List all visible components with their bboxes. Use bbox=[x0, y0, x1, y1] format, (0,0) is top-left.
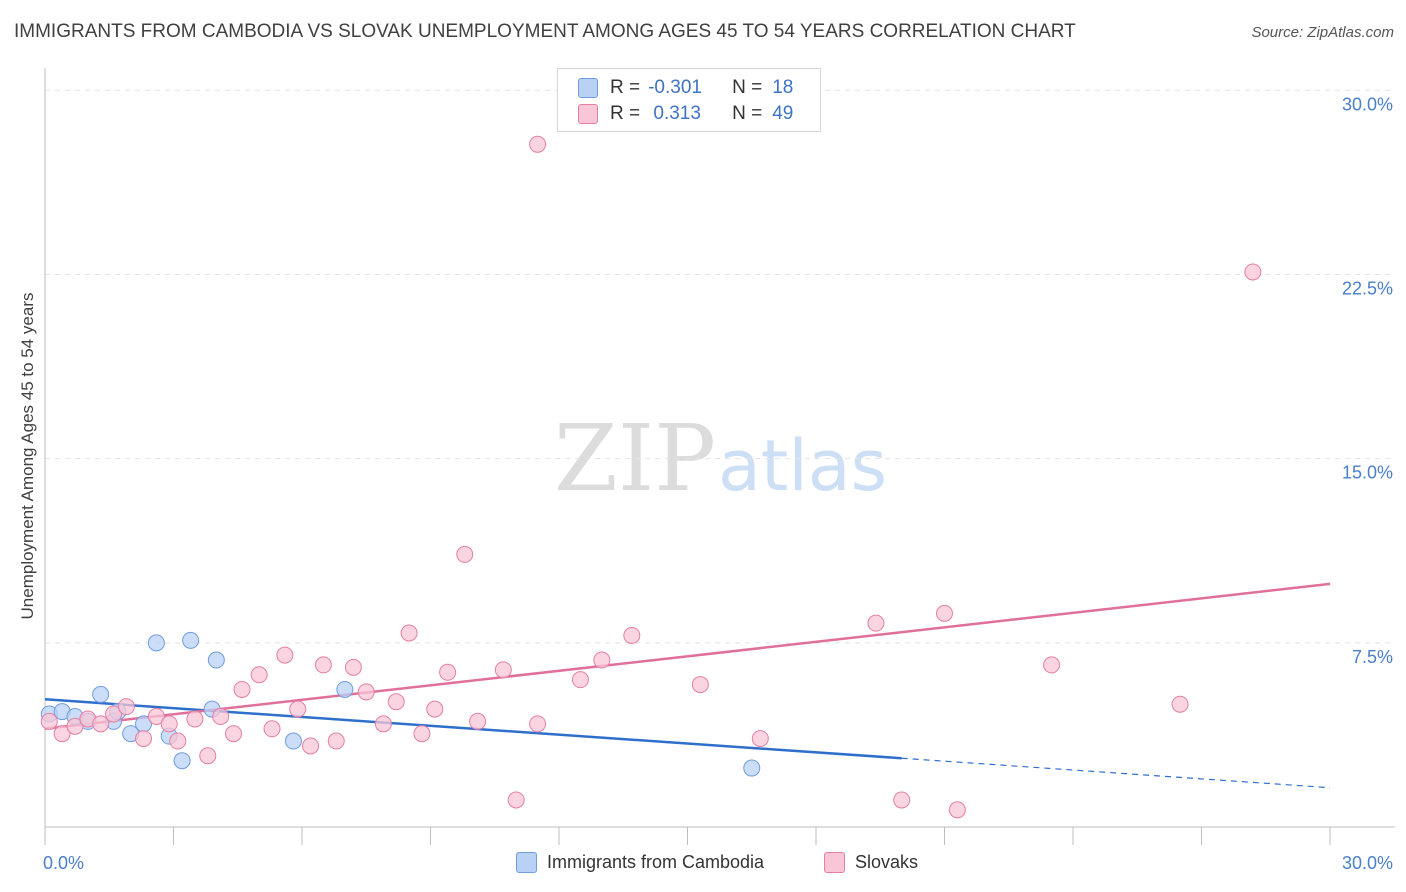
slovaks-point bbox=[948, 801, 966, 819]
y-tick-label: 15.0% bbox=[1342, 463, 1393, 483]
slovaks-point bbox=[224, 725, 242, 743]
slovaks-point bbox=[135, 730, 153, 748]
slovaks-point bbox=[751, 730, 769, 748]
slovaks-point bbox=[387, 693, 405, 711]
r-label: R = bbox=[610, 103, 641, 124]
slovaks-point bbox=[469, 712, 487, 730]
cambodia-trend-extension bbox=[901, 757, 1331, 789]
slovaks-point bbox=[344, 658, 362, 676]
slovaks-point bbox=[66, 717, 84, 735]
slovaks-point bbox=[147, 707, 165, 725]
slovaks-point bbox=[327, 732, 345, 750]
slovaks-swatch bbox=[824, 852, 845, 873]
chart-title: IMMIGRANTS FROM CAMBODIA VS SLOVAK UNEMP… bbox=[14, 21, 1076, 42]
slovaks-point bbox=[276, 646, 294, 664]
slovaks-point bbox=[426, 700, 444, 718]
slovaks-point bbox=[529, 135, 547, 153]
slovaks-point bbox=[507, 791, 525, 809]
r-value: 0.313 bbox=[648, 103, 701, 124]
y-tick-label: 7.5% bbox=[1352, 647, 1393, 667]
correlation-legend: R = -0.301 N = 18 R = 0.313 N = 49 bbox=[557, 68, 821, 132]
data-points bbox=[40, 135, 1262, 819]
r-value: -0.301 bbox=[648, 77, 702, 98]
slovaks-point bbox=[1244, 263, 1262, 281]
legend-row-slovaks: R = 0.313 N = 49 bbox=[578, 102, 793, 126]
x-tick-label: 30.0% bbox=[1342, 853, 1393, 873]
slovaks-point bbox=[53, 725, 71, 743]
cambodia-point bbox=[182, 631, 200, 649]
slovaks-point bbox=[623, 626, 641, 644]
slovaks-point bbox=[263, 720, 281, 738]
cambodia-swatch bbox=[578, 78, 598, 98]
legend-item-slovaks: Slovaks bbox=[824, 852, 918, 873]
cambodia-point bbox=[147, 634, 165, 652]
cambodia-point bbox=[284, 732, 302, 750]
slovaks-point bbox=[314, 656, 332, 674]
cambodia-point bbox=[207, 651, 225, 669]
slovaks-point bbox=[212, 707, 230, 725]
slovaks-point bbox=[105, 705, 123, 723]
cambodia-point bbox=[336, 680, 354, 698]
tick-labels: 7.5% 15.0% 22.5% 30.0% 0.0% 30.0% bbox=[43, 94, 1393, 873]
r-label: R = bbox=[610, 77, 641, 98]
slovaks-point bbox=[1043, 656, 1061, 674]
legend-row-cambodia: R = -0.301 N = 18 bbox=[578, 76, 793, 100]
n-label: N = bbox=[732, 77, 763, 98]
watermark: ZIP atlas bbox=[554, 405, 887, 512]
n-value: 49 bbox=[772, 103, 794, 124]
slovaks-point bbox=[92, 715, 110, 733]
slovaks-point bbox=[160, 715, 178, 733]
slovaks-swatch bbox=[578, 104, 598, 124]
slovaks-point bbox=[1171, 695, 1189, 713]
slovaks-point bbox=[302, 737, 320, 755]
slovaks-point bbox=[186, 710, 204, 728]
slovaks-trend-line bbox=[44, 582, 1331, 731]
slovaks-point bbox=[250, 666, 268, 684]
slovaks-point bbox=[593, 651, 611, 669]
n-label: N = bbox=[732, 103, 763, 124]
slovaks-point bbox=[529, 715, 547, 733]
slovaks-point bbox=[169, 732, 187, 750]
legend-label-slovaks: Slovaks bbox=[855, 852, 919, 872]
x-tick-label: 0.0% bbox=[43, 853, 84, 873]
slovaks-point bbox=[289, 700, 307, 718]
slovaks-point bbox=[357, 683, 375, 701]
cambodia-point bbox=[743, 759, 761, 777]
cambodia-swatch bbox=[516, 852, 537, 873]
watermark-atlas: atlas bbox=[718, 425, 887, 507]
slovaks-point bbox=[400, 624, 418, 642]
chart-source: Source: ZipAtlas.com bbox=[1251, 24, 1394, 41]
cambodia-trend-line bbox=[44, 698, 902, 760]
slovaks-point bbox=[494, 661, 512, 679]
grid bbox=[45, 89, 1395, 644]
legend-label-cambodia: Immigrants from Cambodia bbox=[547, 852, 765, 872]
cambodia-point bbox=[92, 685, 110, 703]
slovaks-point bbox=[571, 671, 589, 689]
y-tick-label: 30.0% bbox=[1342, 94, 1393, 114]
slovaks-point bbox=[439, 663, 457, 681]
slovaks-point bbox=[893, 791, 911, 809]
slovaks-point bbox=[117, 698, 135, 716]
slovaks-point bbox=[867, 614, 885, 632]
slovaks-point bbox=[199, 747, 217, 765]
slovaks-point bbox=[456, 545, 474, 563]
slovaks-point bbox=[40, 712, 58, 730]
slovaks-point bbox=[936, 604, 953, 622]
trend-lines bbox=[44, 582, 1331, 789]
slovaks-point bbox=[374, 715, 392, 733]
slovaks-point bbox=[691, 676, 709, 694]
n-value: 18 bbox=[772, 77, 794, 98]
slovaks-point bbox=[413, 725, 431, 743]
cambodia-point bbox=[173, 752, 191, 770]
slovaks-point bbox=[233, 680, 251, 698]
y-tick-label: 22.5% bbox=[1342, 278, 1393, 298]
legend-item-cambodia: Immigrants from Cambodia bbox=[516, 852, 764, 873]
